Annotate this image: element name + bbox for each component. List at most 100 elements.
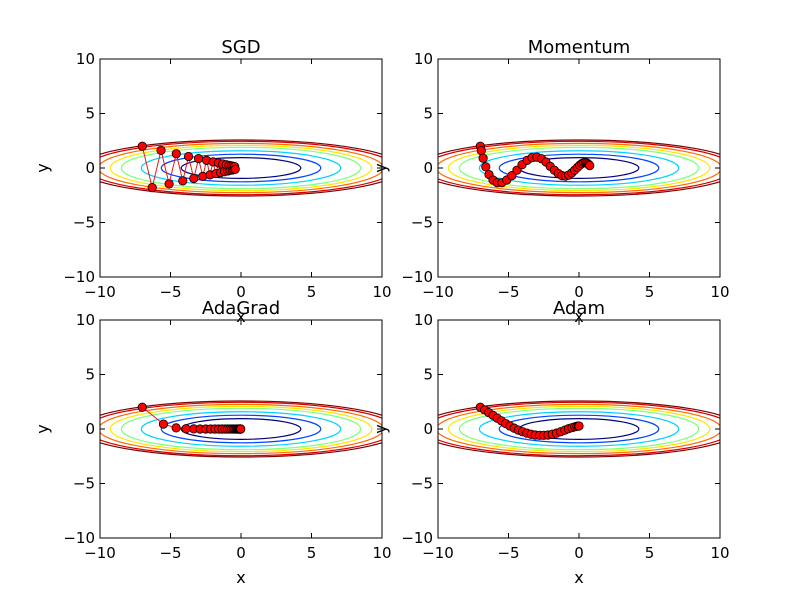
x-tick-label: 10 bbox=[710, 283, 729, 301]
path-point bbox=[164, 179, 174, 189]
contour-line bbox=[438, 403, 720, 455]
contour-line bbox=[438, 139, 720, 197]
subplot-sgd: −10 −5 0 5 10 −10 −5 0 5 10 SGD x y bbox=[33, 37, 392, 326]
path-point bbox=[189, 173, 199, 184]
y-tick-label: 0 bbox=[85, 420, 95, 438]
contour-line bbox=[109, 144, 373, 192]
contour-line bbox=[120, 407, 362, 451]
contour-line bbox=[458, 146, 700, 190]
x-tick-label: −5 bbox=[159, 544, 181, 562]
y-tick-label: −5 bbox=[411, 214, 433, 232]
x-tick-label: 0 bbox=[236, 544, 246, 562]
y-tick-label: 10 bbox=[414, 50, 433, 68]
x-tick-label: 10 bbox=[372, 283, 391, 301]
path-point bbox=[178, 176, 188, 186]
y-tick-label: −10 bbox=[401, 529, 433, 547]
plot-frame bbox=[99, 58, 383, 278]
path-point bbox=[236, 424, 246, 434]
contour-line bbox=[478, 411, 680, 447]
x-axis-label: x bbox=[236, 307, 245, 326]
path-point bbox=[183, 151, 194, 162]
path-point bbox=[147, 183, 157, 193]
contour-line bbox=[478, 150, 680, 186]
path-point bbox=[478, 153, 488, 163]
contour-line bbox=[160, 414, 322, 444]
x-tick-label: 5 bbox=[307, 544, 317, 562]
contour-line bbox=[160, 153, 322, 183]
contour-group bbox=[100, 139, 382, 197]
x-tick-label: 10 bbox=[710, 544, 729, 562]
y-tick-label: −5 bbox=[73, 475, 95, 493]
y-axis-label: y bbox=[33, 163, 52, 172]
contour-line bbox=[438, 142, 720, 194]
x-tick-label: 0 bbox=[574, 544, 584, 562]
path-point bbox=[193, 154, 204, 164]
contour-line bbox=[180, 157, 302, 179]
contour-line bbox=[458, 407, 700, 451]
contour-line bbox=[447, 144, 711, 192]
x-tick-label: −5 bbox=[497, 544, 519, 562]
subplot-title: Momentum bbox=[528, 37, 631, 58]
path-point bbox=[481, 162, 491, 172]
path-point bbox=[137, 402, 147, 412]
y-tick-label: 10 bbox=[76, 311, 95, 329]
x-tick-label: −5 bbox=[159, 283, 181, 301]
subplot-title: Adam bbox=[553, 298, 605, 319]
x-axis-label: x bbox=[574, 568, 583, 587]
y-tick-label: 5 bbox=[423, 105, 433, 123]
y-tick-label: 0 bbox=[85, 159, 95, 177]
subplot-title: SGD bbox=[221, 37, 260, 58]
x-tick-label: 0 bbox=[236, 283, 246, 301]
y-axis-label: y bbox=[371, 424, 390, 433]
x-tick-label: −10 bbox=[84, 283, 116, 301]
subplot-title: AdaGrad bbox=[202, 298, 280, 319]
x-axis-label: x bbox=[236, 568, 245, 587]
path-point bbox=[476, 145, 486, 156]
x-tick-label: 5 bbox=[307, 283, 317, 301]
contour-line bbox=[100, 140, 382, 196]
x-tick-label: 10 bbox=[372, 544, 391, 562]
contour-line bbox=[438, 401, 720, 457]
y-axis-label: y bbox=[33, 424, 52, 433]
x-tick-label: −10 bbox=[422, 544, 454, 562]
y-tick-label: 0 bbox=[423, 420, 433, 438]
x-tick-label: −10 bbox=[422, 283, 454, 301]
y-axis-label: y bbox=[371, 163, 390, 172]
x-tick-label: −5 bbox=[497, 283, 519, 301]
path-point bbox=[181, 424, 191, 434]
contour-line bbox=[438, 400, 720, 458]
y-tick-label: −5 bbox=[411, 475, 433, 493]
x-tick-label: 5 bbox=[645, 544, 655, 562]
contour-group bbox=[438, 400, 720, 458]
x-axis-label: x bbox=[574, 307, 583, 326]
contour-line bbox=[180, 418, 302, 440]
contour-line bbox=[498, 153, 660, 183]
path-point bbox=[171, 149, 181, 159]
path-point bbox=[230, 164, 240, 174]
contour-line bbox=[109, 405, 373, 453]
y-tick-label: −10 bbox=[63, 268, 95, 286]
contour-line bbox=[140, 150, 342, 186]
x-tick-label: 0 bbox=[574, 283, 584, 301]
path-point bbox=[137, 141, 147, 151]
y-tick-label: 5 bbox=[85, 366, 95, 384]
x-tick-label: −10 bbox=[84, 544, 116, 562]
y-tick-label: 5 bbox=[85, 105, 95, 123]
contour-line bbox=[447, 405, 711, 453]
y-tick-label: 10 bbox=[414, 311, 433, 329]
contour-line bbox=[100, 400, 382, 458]
contour-line bbox=[438, 140, 720, 196]
y-tick-label: 5 bbox=[423, 366, 433, 384]
y-tick-label: 10 bbox=[76, 50, 95, 68]
path-point bbox=[156, 145, 166, 155]
contour-line bbox=[100, 401, 382, 457]
contour-line bbox=[100, 142, 382, 194]
y-tick-label: 0 bbox=[423, 159, 433, 177]
y-tick-label: −5 bbox=[73, 214, 95, 232]
y-tick-label: −10 bbox=[401, 268, 433, 286]
path-point bbox=[585, 161, 595, 171]
path-point bbox=[171, 423, 181, 433]
